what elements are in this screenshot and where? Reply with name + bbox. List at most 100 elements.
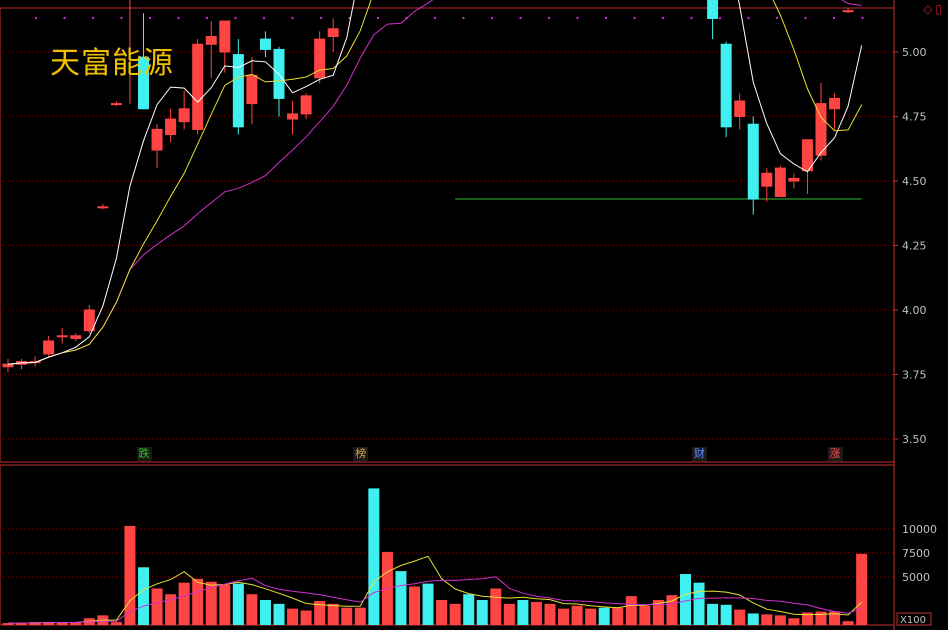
volume-unit-box [896, 612, 932, 626]
volume-bar [680, 574, 691, 625]
top-dot [120, 16, 123, 20]
top-dot [490, 16, 494, 20]
volume-bar [232, 583, 244, 625]
candle-body [70, 335, 82, 339]
volume-bar [354, 607, 366, 625]
volume-bar [720, 604, 732, 625]
volume-bar [219, 584, 231, 625]
price-tick-label: 4.75 [902, 111, 927, 124]
volume-bar [395, 571, 407, 625]
candle-body [815, 103, 827, 156]
top-toolbar[interactable]: ◇ ▯ [920, 2, 942, 16]
event-marker[interactable]: 财 [692, 447, 708, 461]
volume-bar [368, 488, 380, 625]
volume-bar [801, 612, 813, 625]
ma10-line [7, 0, 863, 365]
volume-bar [707, 603, 719, 625]
price-tick-label: 4.00 [902, 304, 927, 317]
top-dot [234, 16, 237, 20]
volume-tick-label: 5000 [902, 571, 930, 584]
diamond-icon[interactable]: ◇ [923, 2, 933, 16]
volume-bar [463, 594, 475, 625]
volume-bar [490, 588, 502, 625]
top-dot [177, 16, 180, 20]
volume-bar [856, 553, 868, 625]
candle-body [2, 363, 14, 368]
candle-body [734, 100, 746, 117]
candle-body [829, 97, 841, 110]
volume-bar [666, 595, 678, 625]
candle-body [327, 28, 339, 38]
volume-bar [16, 623, 28, 625]
volume-bar [70, 622, 82, 625]
candle-body [219, 20, 231, 53]
candle-body [56, 335, 68, 338]
volume-bar [246, 594, 258, 625]
event-marker[interactable]: 跌 [136, 447, 152, 461]
top-dot [319, 16, 323, 20]
top-dot [775, 16, 779, 20]
volume-bar [314, 600, 326, 625]
candle-body [192, 43, 204, 130]
volume-bar [571, 605, 583, 625]
candle-body [151, 128, 163, 151]
ma20-line [7, 0, 862, 365]
candle-body [165, 118, 177, 136]
volume-bar [598, 607, 610, 625]
volume-bar [409, 586, 420, 625]
top-dot [576, 16, 579, 20]
candle-body [43, 340, 55, 355]
candle-body [314, 38, 326, 79]
candle-body [110, 103, 122, 106]
volume-bar [205, 581, 217, 625]
candle-body [720, 43, 732, 128]
volume-bar [138, 567, 149, 625]
volume-bar [476, 599, 488, 625]
event-marker[interactable]: 涨 [827, 447, 843, 461]
top-dot [262, 16, 266, 20]
volume-bar [273, 603, 285, 625]
top-dot [205, 16, 209, 20]
candle-body [707, 0, 719, 19]
candle-body [178, 108, 190, 123]
volume-bar [747, 613, 759, 625]
window-icon[interactable]: ▯ [935, 2, 942, 16]
price-tick-label: 3.75 [902, 369, 927, 382]
volume-bar [178, 582, 190, 625]
candle-body [83, 309, 95, 332]
top-dot [804, 16, 807, 20]
volume-bar [517, 599, 529, 625]
price-tick-label: 4.25 [902, 240, 927, 253]
volume-ma5-line [8, 555, 863, 624]
volume-bar [124, 525, 136, 625]
top-dot [148, 16, 152, 20]
volume-bar [788, 618, 800, 625]
volume-ma10-line [8, 576, 862, 624]
volume-bar [287, 608, 299, 625]
price-tick-label: 4.50 [902, 175, 927, 188]
volume-bar [56, 622, 68, 625]
volume-bar [2, 623, 14, 625]
candle-body [205, 36, 217, 45]
candle-body [747, 123, 759, 200]
candle-body [300, 95, 312, 115]
volume-bar [259, 599, 271, 625]
volume-bar [29, 622, 41, 625]
price-tick-label: 3.50 [902, 433, 927, 446]
volume-bar [585, 608, 597, 625]
candle-body [761, 172, 773, 187]
volume-bar [422, 583, 434, 625]
volume-bar [639, 605, 651, 625]
top-dot [34, 16, 38, 20]
event-marker[interactable]: 榜 [353, 447, 369, 461]
volume-bar [151, 588, 163, 625]
candle-body [842, 10, 854, 13]
top-dot [690, 16, 693, 20]
volume-bar [761, 614, 773, 625]
volume-bar [829, 611, 841, 625]
candle-body [138, 56, 149, 110]
top-dot [861, 16, 864, 20]
volume-bar [774, 615, 786, 625]
price-tick-label: 5.00 [902, 46, 927, 59]
